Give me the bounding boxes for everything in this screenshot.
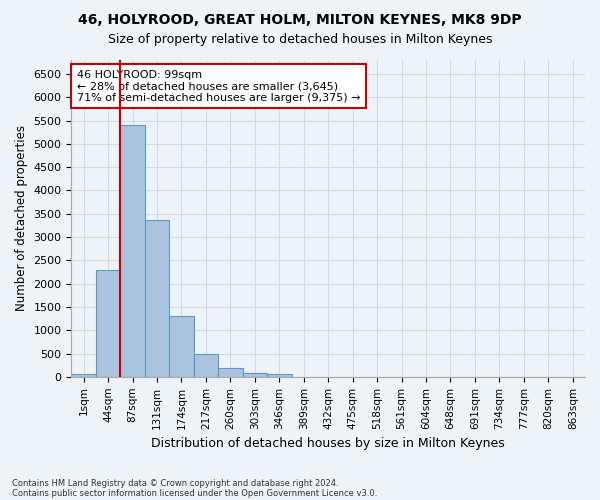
Text: Contains public sector information licensed under the Open Government Licence v3: Contains public sector information licen…	[12, 488, 377, 498]
Bar	[145, 220, 169, 377]
Text: 46, HOLYROOD, GREAT HOLM, MILTON KEYNES, MK8 9DP: 46, HOLYROOD, GREAT HOLM, MILTON KEYNES,…	[78, 12, 522, 26]
Bar	[194, 354, 218, 377]
Text: Size of property relative to detached houses in Milton Keynes: Size of property relative to detached ho…	[108, 32, 492, 46]
Bar	[121, 125, 145, 377]
Bar	[96, 270, 121, 377]
Bar	[242, 373, 267, 377]
Text: Contains HM Land Registry data © Crown copyright and database right 2024.: Contains HM Land Registry data © Crown c…	[12, 478, 338, 488]
Bar	[218, 368, 242, 377]
Bar	[169, 316, 194, 377]
Y-axis label: Number of detached properties: Number of detached properties	[15, 126, 28, 312]
Bar	[71, 374, 96, 377]
Bar	[267, 374, 292, 377]
Text: 46 HOLYROOD: 99sqm
← 28% of detached houses are smaller (3,645)
71% of semi-deta: 46 HOLYROOD: 99sqm ← 28% of detached hou…	[77, 70, 360, 102]
X-axis label: Distribution of detached houses by size in Milton Keynes: Distribution of detached houses by size …	[151, 437, 505, 450]
